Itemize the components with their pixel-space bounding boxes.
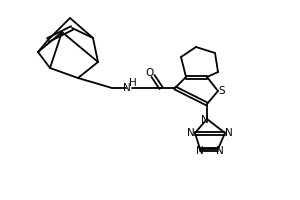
Text: N: N [187,128,195,138]
Text: S: S [219,86,225,96]
Text: N: N [225,128,233,138]
Text: N: N [201,115,209,125]
Text: H: H [129,78,137,88]
Text: N: N [123,83,131,93]
Text: O: O [146,68,154,78]
Text: N: N [216,146,224,156]
Text: N: N [196,146,204,156]
